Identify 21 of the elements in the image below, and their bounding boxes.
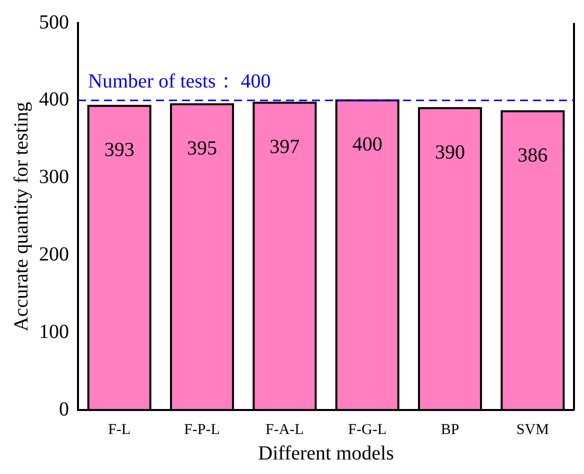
y-tick-label: 100	[39, 320, 69, 343]
data-label: 386	[518, 144, 548, 166]
y-tick-label: 400	[39, 88, 69, 111]
y-tick-label: 500	[39, 11, 69, 34]
ref-line-label: Number of tests： 400	[88, 70, 271, 93]
data-label: 393	[104, 139, 134, 162]
data-label: 390	[435, 141, 465, 164]
x-tick-label: F-L	[108, 422, 131, 438]
y-tick-label: 200	[39, 243, 69, 266]
y-tick-label: 300	[39, 166, 69, 188]
x-axis-title: Different models	[258, 442, 394, 464]
x-tick-label: F-P-L	[184, 422, 220, 438]
x-tick-label: F-G-L	[348, 422, 386, 438]
y-axis-title: Accurate quantity for testing	[10, 102, 32, 332]
data-label: 395	[187, 138, 217, 160]
data-label: 400	[352, 134, 382, 156]
x-tick-label: BP	[440, 422, 460, 438]
x-tick-label: SVM	[516, 422, 549, 438]
x-tick-label: F-A-L	[266, 422, 304, 438]
data-label: 397	[270, 136, 300, 158]
y-tick-label: 0	[59, 398, 69, 420]
